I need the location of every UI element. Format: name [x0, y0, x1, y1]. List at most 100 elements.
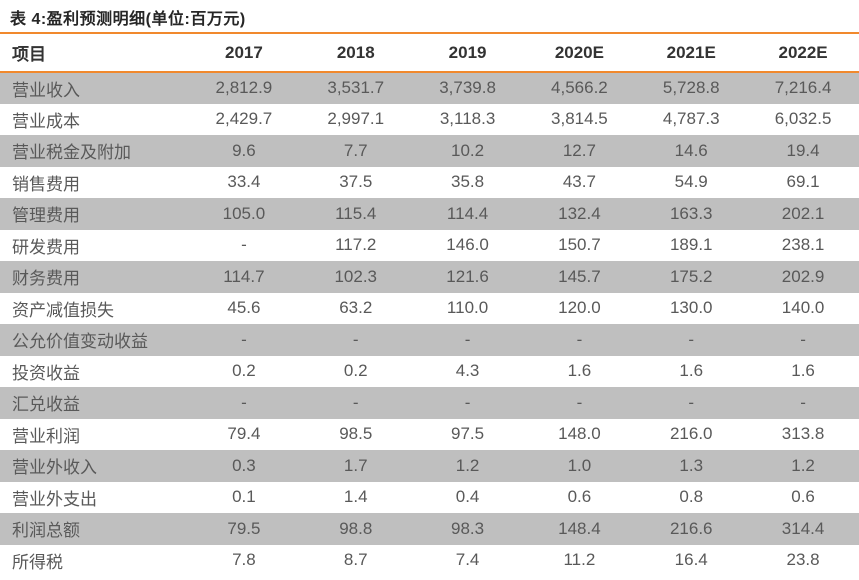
table-cell: -: [352, 392, 359, 412]
row-label: 营业外收入: [12, 458, 97, 478]
table-cell: 0.1: [232, 487, 256, 507]
table-cell: 1.3: [679, 455, 704, 475]
table-cell: 1.6: [567, 361, 592, 381]
table-cell: 69.1: [786, 172, 820, 192]
row-label: 利润总额: [12, 521, 80, 541]
table-row-business-tax-surcharge: 营业税金及附加 9.6 7.7 10.2 12.7 14.6 19.4: [0, 135, 859, 167]
table-cell: -: [576, 392, 583, 412]
table-cell: 16.4: [674, 550, 708, 570]
table-cell: 19.4: [786, 140, 820, 160]
table-cell: 97.5: [451, 424, 485, 444]
column-header-item: 项目: [0, 34, 188, 73]
table-cell: 37.5: [339, 172, 373, 192]
table-cell: 7,216.4: [774, 78, 832, 98]
table-cell: 140.0: [781, 298, 825, 318]
table-body: 营业收入 2,812.9 3,531.7 3,739.8 4,566.2 5,7…: [0, 72, 859, 576]
column-header-2017: 2017: [188, 34, 300, 73]
table-cell: 120.0: [558, 298, 601, 318]
table-cell: 79.5: [227, 518, 261, 538]
table-cell: -: [352, 329, 359, 349]
table-cell: 23.8: [786, 550, 820, 570]
table-cell: 1.2: [791, 455, 815, 475]
table-cell: 3,531.7: [327, 78, 385, 98]
table-cell: 54.9: [674, 172, 708, 192]
table-cell: 5,728.8: [662, 78, 720, 98]
row-label: 汇兑收益: [12, 395, 80, 415]
table-cell: 202.1: [781, 203, 825, 223]
row-label: 公允价值变动收益: [12, 332, 148, 352]
table-cell: 3,814.5: [551, 109, 608, 129]
table-cell: 4,566.2: [551, 78, 608, 98]
table-cell: 14.6: [674, 140, 708, 160]
table-row-operating-cost: 营业成本 2,429.7 2,997.1 3,118.3 3,814.5 4,7…: [0, 103, 859, 135]
table-cell: 148.4: [558, 518, 601, 538]
table-row-fair-value-change-income: 公允价值变动收益 - - - - - -: [0, 324, 859, 356]
table-cell: -: [464, 329, 471, 349]
row-label: 管理费用: [12, 206, 80, 226]
table-row-rd-expenses: 研发费用 - 117.2 146.0 150.7 189.1 238.1: [0, 229, 859, 261]
column-header-2019: 2019: [411, 34, 524, 73]
table-cell: 2,812.9: [215, 78, 273, 98]
table-cell: 35.8: [451, 172, 485, 192]
table-row-operating-profit: 营业利润 79.4 98.5 97.5 148.0 216.0 313.8: [0, 418, 859, 450]
table-cell: -: [241, 329, 247, 349]
table-cell: 4,787.3: [662, 109, 720, 129]
table-cell: -: [576, 329, 583, 349]
table-cell: -: [688, 329, 695, 349]
table-row-non-operating-expenses: 营业外支出 0.1 1.4 0.4 0.6 0.8 0.6: [0, 481, 859, 513]
table-cell: 79.4: [227, 424, 261, 444]
table-cell: 43.7: [562, 172, 596, 192]
title-divider-rule: [0, 32, 859, 34]
table-cell: 146.0: [446, 235, 489, 255]
table-cell: -: [800, 329, 806, 349]
table-cell: 2,429.7: [215, 109, 273, 129]
table-cell: 0.6: [791, 487, 815, 507]
table-cell: 7.7: [343, 140, 368, 160]
table-cell: 3,739.8: [439, 78, 496, 98]
profit-forecast-table: 项目 2017 2018 2019 2020E 2021E 2022E 营业收入…: [0, 34, 859, 576]
table-cell: 117.2: [335, 235, 377, 255]
table-cell: 202.9: [781, 266, 825, 286]
table-row-total-profit: 利润总额 79.5 98.8 98.3 148.4 216.6 314.4: [0, 513, 859, 545]
row-label: 研发费用: [12, 237, 80, 257]
table-cell: 0.8: [679, 487, 704, 507]
table-cell: 7.8: [232, 550, 256, 570]
table-cell: -: [241, 392, 247, 412]
table-cell: 216.6: [669, 518, 713, 538]
table-cell: 105.0: [222, 203, 266, 223]
table-cell: 12.7: [562, 140, 596, 160]
table-cell: 0.2: [343, 361, 368, 381]
table-cell: 132.4: [558, 203, 601, 223]
table-cell: 3,118.3: [439, 109, 496, 129]
row-label: 营业成本: [12, 111, 80, 131]
row-label: 营业外支出: [12, 489, 97, 509]
table-cell: 163.3: [669, 203, 713, 223]
table-cell: 7.4: [455, 550, 480, 570]
table-cell: 130.0: [669, 298, 713, 318]
table-cell: 150.7: [558, 235, 601, 255]
table-cell: 45.6: [227, 298, 261, 318]
column-header-2021e: 2021E: [635, 34, 748, 73]
table-row-financial-expenses: 财务费用 114.7 102.3 121.6 145.7 175.2 202.9: [0, 261, 859, 293]
table-cell: -: [800, 392, 806, 412]
table-cell: 63.2: [339, 298, 373, 318]
table-cell: 121.6: [446, 266, 489, 286]
row-label: 营业利润: [12, 426, 80, 446]
row-label: 财务费用: [12, 269, 80, 289]
table-cell: 1.4: [343, 487, 368, 507]
table-row-selling-expenses: 销售费用 33.4 37.5 35.8 43.7 54.9 69.1: [0, 166, 859, 198]
table-cell: 114.4: [446, 203, 489, 223]
table-cell: -: [241, 235, 247, 255]
table-cell: 0.2: [232, 361, 256, 381]
table-cell: 98.3: [451, 518, 485, 538]
column-header-2018: 2018: [299, 34, 412, 73]
table-cell: 238.1: [781, 235, 825, 255]
table-header-row: 项目 2017 2018 2019 2020E 2021E 2022E: [0, 34, 859, 73]
table-cell: 0.6: [567, 487, 592, 507]
row-label: 资产减值损失: [12, 300, 114, 320]
table-cell: -: [688, 392, 695, 412]
table-cell: 110.0: [446, 298, 489, 318]
table-cell: 313.8: [781, 424, 825, 444]
table-cell: 0.4: [455, 487, 480, 507]
